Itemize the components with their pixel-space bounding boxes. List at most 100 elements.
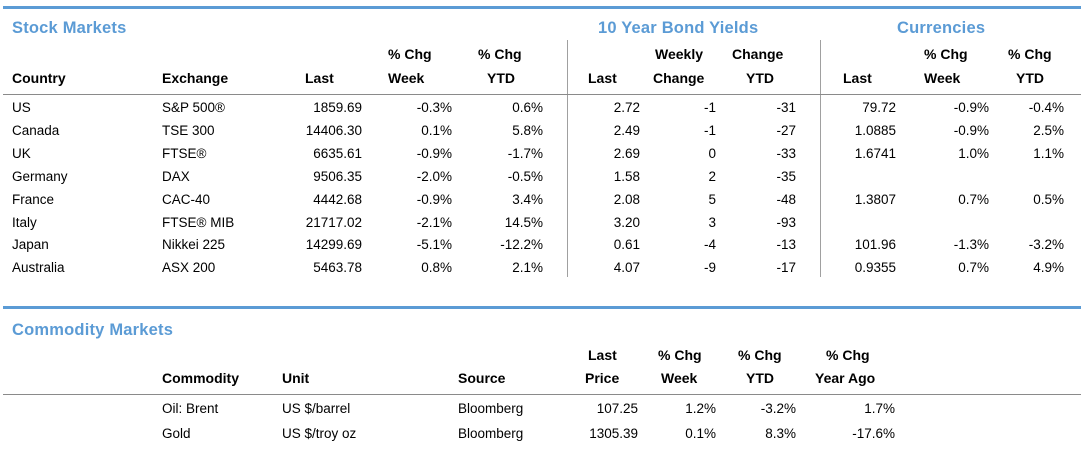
commodity-cell-yearago: -17.6% [852,426,895,441]
header-cur-ytd-2: YTD [1016,70,1044,86]
stock-cell-bond-weekly: -1 [703,100,716,115]
stock-cell-bond-weekly: 0 [708,145,716,161]
stock-cell-last: 6635.61 [313,145,362,161]
stock-cell-bond-last: 2.72 [613,100,640,115]
stock-cell-chg-ytd: -0.5% [507,168,543,184]
header-price-1: Last [588,347,617,363]
header-bond-change-2: YTD [746,70,774,86]
stock-cell-exchange: CAC-40 [162,191,211,207]
stock-cell-bond-weekly: -9 [703,260,716,276]
commodity-cell-ytd: 8.3% [765,426,796,441]
stock-cell-chg-week: 0.1% [421,122,452,138]
stock-cell-chg-ytd: -1.7% [507,145,543,161]
stock-cell-bond-last: 1.58 [613,168,640,184]
stock-cell-chg-week: -2.0% [416,168,452,184]
stock-cell-last: 14406.30 [305,122,362,138]
header-chg-ytd-1: % Chg [478,46,522,62]
stock-cell-country: Australia [12,260,65,276]
commodity-cell-week: 0.1% [685,426,716,441]
stock-cell-chg-ytd: 0.6% [512,100,543,115]
stock-cell-cur-last: 101.96 [854,237,896,253]
stock-cell-bond-last: 4.07 [613,260,640,276]
header-bond-last: Last [588,70,617,86]
stock-cell-cur-week: -0.9% [953,122,989,138]
stock-cell-bond-last: 2.08 [613,191,640,207]
header-cur-ytd-1: % Chg [1008,46,1052,62]
header-cur-week-1: % Chg [924,46,968,62]
stock-cell-last: 21717.02 [305,214,362,230]
stock-cell-bond-ytd: -48 [776,191,796,207]
stock-cell-bond-last: 2.49 [613,122,640,138]
bond-yields-title: 10 Year Bond Yields [598,19,759,37]
stock-cell-bond-last: 0.61 [613,237,640,253]
stock-cell-exchange: DAX [162,168,190,184]
header-com-yearago-2: Year Ago [815,370,876,386]
header-country: Country [12,70,66,86]
top-rule [3,6,1081,9]
stock-cell-cur-last: 79.72 [862,100,896,115]
stock-cell-country: Canada [12,122,60,138]
header-commodity: Commodity [162,370,239,386]
stock-cell-chg-week: -0.3% [416,100,452,115]
header-com-ytd-2: YTD [746,370,774,386]
stock-cell-exchange: Nikkei 225 [162,237,226,253]
stock-cell-chg-ytd: 3.4% [512,191,543,207]
header-chg-ytd-2: YTD [487,70,515,86]
header-exchange: Exchange [162,70,229,86]
stock-cell-country: Germany [12,168,68,184]
stock-cell-bond-weekly: 3 [708,214,716,230]
stock-cell-country: Italy [12,214,37,230]
stock-cell-bond-ytd: -93 [776,214,796,230]
stock-cell-last: 5463.78 [313,260,362,276]
header-bond-weekly-1: Weekly [655,46,703,62]
stock-markets-title: Stock Markets [12,19,127,37]
stock-cell-cur-ytd: 2.5% [1033,122,1064,138]
stock-cell-bond-weekly: -4 [703,237,716,253]
currencies-title: Currencies [897,19,986,37]
stock-cell-cur-week: 0.7% [958,191,989,207]
stock-cell-cur-last: 0.9355 [854,260,896,276]
header-cur-last: Last [843,70,872,86]
header-unit: Unit [282,370,310,386]
stock-header-rule [3,94,1081,95]
stock-cell-chg-week: -5.1% [416,237,452,253]
header-chg-week-1: % Chg [388,46,432,62]
commodity-cell-commodity: Gold [162,426,191,441]
header-bond-weekly-2: Change [653,70,705,86]
stock-cell-chg-week: -0.9% [416,145,452,161]
stock-cell-cur-last: 1.3807 [854,191,896,207]
stock-cell-country: France [12,191,55,207]
header-bond-change-1: Change [732,46,784,62]
stock-cell-chg-ytd: 2.1% [512,260,543,276]
header-cur-week-2: Week [924,70,961,86]
commodity-markets-title: Commodity Markets [12,321,174,339]
stock-cell-chg-ytd: -12.2% [500,237,543,253]
stock-cell-bond-last: 2.69 [613,145,640,161]
stock-cell-last: 9506.35 [313,168,362,184]
stock-cell-exchange: FTSE® MIB [162,214,235,230]
bond-divider [567,40,568,277]
stock-cell-bond-weekly: -1 [703,122,716,138]
commodity-cell-unit: US $/barrel [282,401,351,416]
header-com-week-2: Week [661,370,698,386]
stock-cell-chg-week: 0.8% [421,260,452,276]
stock-cell-cur-week: 0.7% [958,260,989,276]
commodity-cell-week: 1.2% [685,401,716,416]
header-price-2: Price [585,370,620,386]
currency-divider [820,40,821,277]
stock-cell-bond-last: 3.20 [613,214,640,230]
stock-cell-chg-ytd: 5.8% [512,122,543,138]
commodity-header-rule [3,394,1081,395]
stock-cell-cur-ytd: 1.1% [1033,145,1064,161]
stock-cell-last: 4442.68 [313,191,362,207]
stock-cell-exchange: ASX 200 [162,260,216,276]
stock-cell-exchange: S&P 500® [162,100,225,115]
stock-cell-cur-week: -1.3% [953,237,989,253]
stock-cell-cur-ytd: -0.4% [1028,100,1064,115]
stock-cell-last: 1859.69 [313,100,362,115]
commodity-cell-price: 107.25 [596,401,638,416]
commodity-cell-price: 1305.39 [589,426,638,441]
stock-cell-bond-ytd: -31 [776,100,796,115]
stock-cell-exchange: TSE 300 [162,122,215,138]
stock-cell-chg-week: -2.1% [416,214,452,230]
